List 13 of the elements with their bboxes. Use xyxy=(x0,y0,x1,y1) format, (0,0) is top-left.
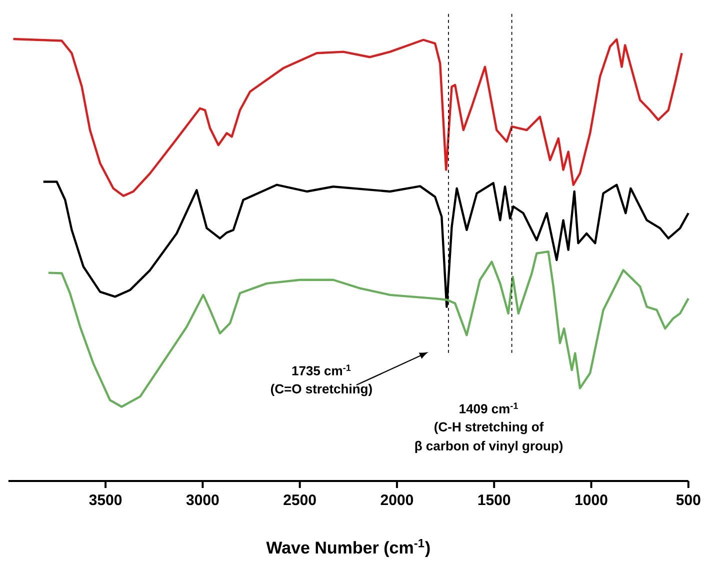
annotation: (C-H stretching of xyxy=(434,422,544,434)
x-tick-label: 2500 xyxy=(284,494,316,506)
annotation: (C=O stretching) xyxy=(270,384,372,396)
x-tick-label: 2000 xyxy=(380,494,414,506)
x-tick-label: 1500 xyxy=(478,494,510,506)
annotation: β carbon of vinyl group) xyxy=(415,440,563,454)
x-tick-label: 3500 xyxy=(89,494,122,506)
annotation: 1735 cm$^{-1}$ xyxy=(292,364,351,376)
x-tick-label: 1000 xyxy=(576,494,608,506)
x-tick-label: 500 xyxy=(676,494,700,506)
annotation: 1409 cm$^{-1}$ xyxy=(460,402,518,414)
x-tick-label: 3000 xyxy=(186,494,219,506)
x-axis-title: Wave Number (cm$^{-1}$) xyxy=(266,539,430,557)
